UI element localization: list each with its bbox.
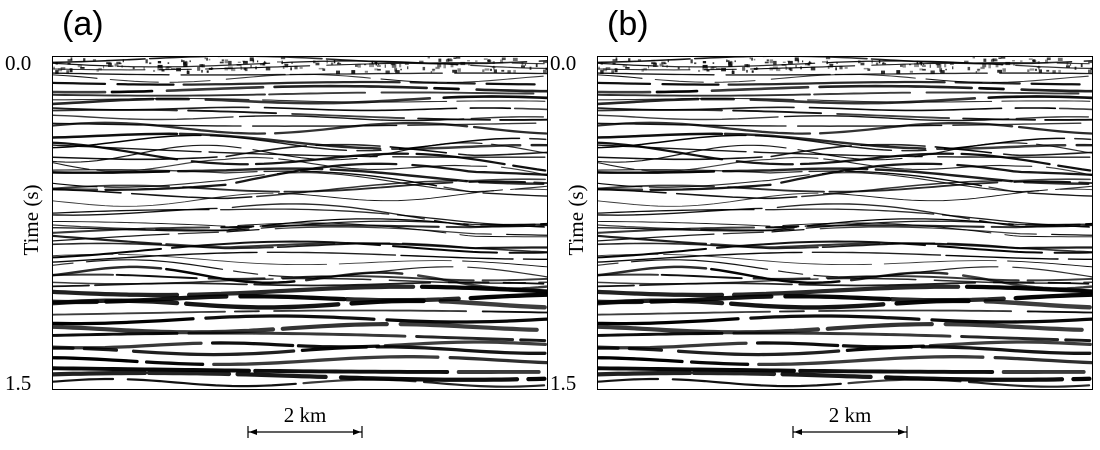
seismic-reflection-lines — [53, 57, 547, 388]
panel-label: (b) — [607, 5, 649, 43]
seismic-section-image — [597, 56, 1093, 390]
seismic-reflection-lines — [598, 57, 1092, 388]
scale-bar: 2 km — [246, 402, 364, 446]
seismic-section-image — [52, 56, 548, 390]
panel-label: (a) — [62, 5, 104, 43]
scale-bar-label: 2 km — [283, 403, 327, 427]
y-tick-label-top: 0.0 — [5, 51, 32, 75]
y-axis-label: Time (s) — [564, 184, 588, 256]
scale-bar-label: 2 km — [828, 403, 872, 427]
y-tick-label-top: 0.0 — [550, 51, 577, 75]
scale-bar-arrow — [792, 426, 908, 438]
scale-bar-arrow — [247, 426, 363, 438]
y-tick-label-bottom: 1.5 — [5, 371, 32, 395]
scale-bar: 2 km — [791, 402, 909, 446]
y-tick-label-bottom: 1.5 — [550, 371, 577, 395]
panel-a: (a) 0.0 1.5 Time (s) 2 km — [5, 5, 548, 446]
y-axis-label: Time (s) — [19, 184, 43, 256]
panel-b: (b) 0.0 1.5 Time (s) 2 km — [545, 0, 1095, 450]
